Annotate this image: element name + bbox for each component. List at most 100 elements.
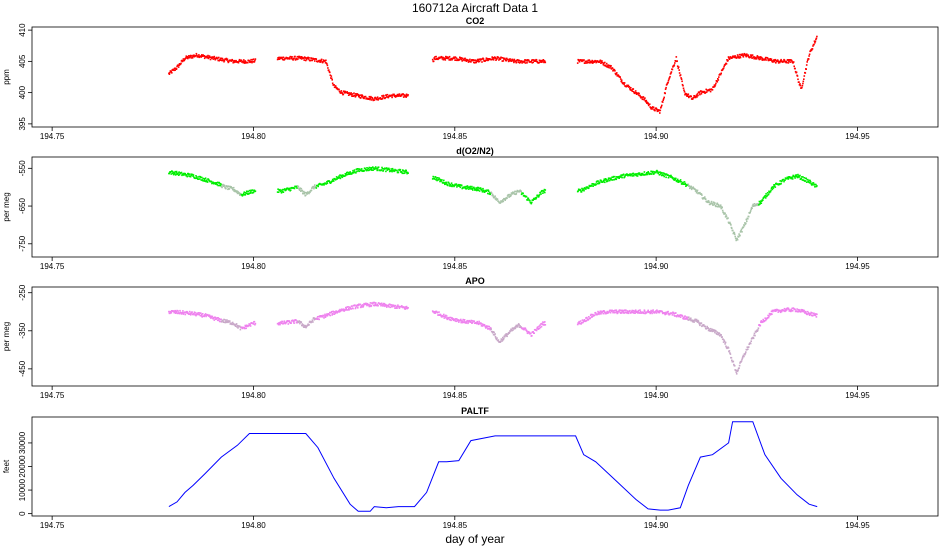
data-point <box>354 304 356 306</box>
data-point <box>515 324 518 327</box>
data-point <box>352 307 354 310</box>
data-point <box>357 170 360 172</box>
data-point <box>220 59 222 61</box>
data-point <box>591 59 593 62</box>
data-point <box>736 56 738 58</box>
data-point <box>431 178 434 180</box>
data-point <box>687 93 690 95</box>
data-point <box>634 174 637 176</box>
data-point <box>802 176 804 178</box>
data-point <box>665 86 667 89</box>
data-point <box>176 65 178 68</box>
data-point <box>603 64 606 67</box>
data-point <box>811 312 813 314</box>
data-point <box>620 79 623 81</box>
data-point <box>348 309 350 311</box>
data-point <box>184 311 186 313</box>
data-point <box>513 58 516 61</box>
data-point <box>479 322 481 324</box>
data-point <box>341 176 344 179</box>
data-point <box>693 321 695 323</box>
data-point <box>237 327 239 329</box>
data-point <box>608 64 611 67</box>
data-point <box>306 57 309 59</box>
data-point <box>445 317 448 319</box>
data-point <box>677 67 679 69</box>
data-point <box>797 311 799 313</box>
data-point <box>362 306 364 308</box>
data-point <box>775 62 777 64</box>
data-point <box>645 100 647 103</box>
data-point <box>493 334 496 336</box>
data-point <box>227 188 229 191</box>
data-point <box>703 197 706 200</box>
data-point <box>814 40 817 43</box>
data-point <box>375 167 378 170</box>
data-point <box>246 61 249 64</box>
data-point <box>610 65 612 67</box>
data-point <box>671 68 674 71</box>
data-point <box>620 80 622 83</box>
data-point <box>301 58 303 60</box>
data-point <box>298 56 300 59</box>
data-point <box>779 180 781 182</box>
data-point <box>776 59 779 61</box>
data-point <box>353 92 355 94</box>
data-point <box>657 310 659 313</box>
y-tick-label: 395 <box>18 117 27 131</box>
data-point <box>299 56 301 58</box>
data-point <box>607 178 609 181</box>
data-point <box>492 331 494 333</box>
data-point <box>187 56 189 59</box>
data-point <box>194 314 196 316</box>
data-point <box>434 56 436 58</box>
data-point <box>772 186 774 188</box>
data-point <box>495 59 497 61</box>
data-point <box>385 304 388 307</box>
x-axis-label: day of year <box>445 532 504 546</box>
data-point <box>200 55 202 57</box>
data-point <box>338 311 341 313</box>
data-point <box>355 306 357 309</box>
data-point <box>344 309 347 311</box>
data-point <box>531 335 533 337</box>
data-point <box>769 59 771 61</box>
data-point <box>319 315 322 318</box>
data-point <box>807 181 810 183</box>
data-point <box>540 60 543 62</box>
data-point <box>813 183 816 186</box>
data-point <box>366 302 369 305</box>
data-point <box>766 192 769 194</box>
data-point <box>541 323 544 326</box>
data-point <box>386 167 388 169</box>
data-point <box>465 322 467 324</box>
data-point <box>283 58 286 61</box>
data-point <box>219 320 221 323</box>
data-point <box>360 94 362 96</box>
data-point <box>168 72 170 75</box>
data-point <box>507 333 509 335</box>
data-point <box>587 319 590 321</box>
data-point <box>404 306 407 308</box>
data-point <box>368 95 371 98</box>
data-point <box>805 68 807 70</box>
y-tick-label: 0 <box>18 511 27 516</box>
data-point <box>486 325 488 327</box>
data-point <box>769 190 772 193</box>
data-point <box>347 173 350 175</box>
data-point <box>748 343 750 346</box>
data-point <box>658 310 660 312</box>
data-point <box>226 186 229 188</box>
data-point <box>178 312 181 315</box>
data-point <box>406 172 408 175</box>
data-point <box>485 327 487 329</box>
data-point <box>677 66 680 68</box>
data-point <box>464 59 467 62</box>
data-point <box>749 210 752 212</box>
data-point <box>204 180 206 182</box>
data-point <box>177 172 179 174</box>
data-point <box>671 176 673 178</box>
data-point <box>503 336 506 338</box>
data-point <box>605 178 607 181</box>
data-point <box>300 190 302 192</box>
